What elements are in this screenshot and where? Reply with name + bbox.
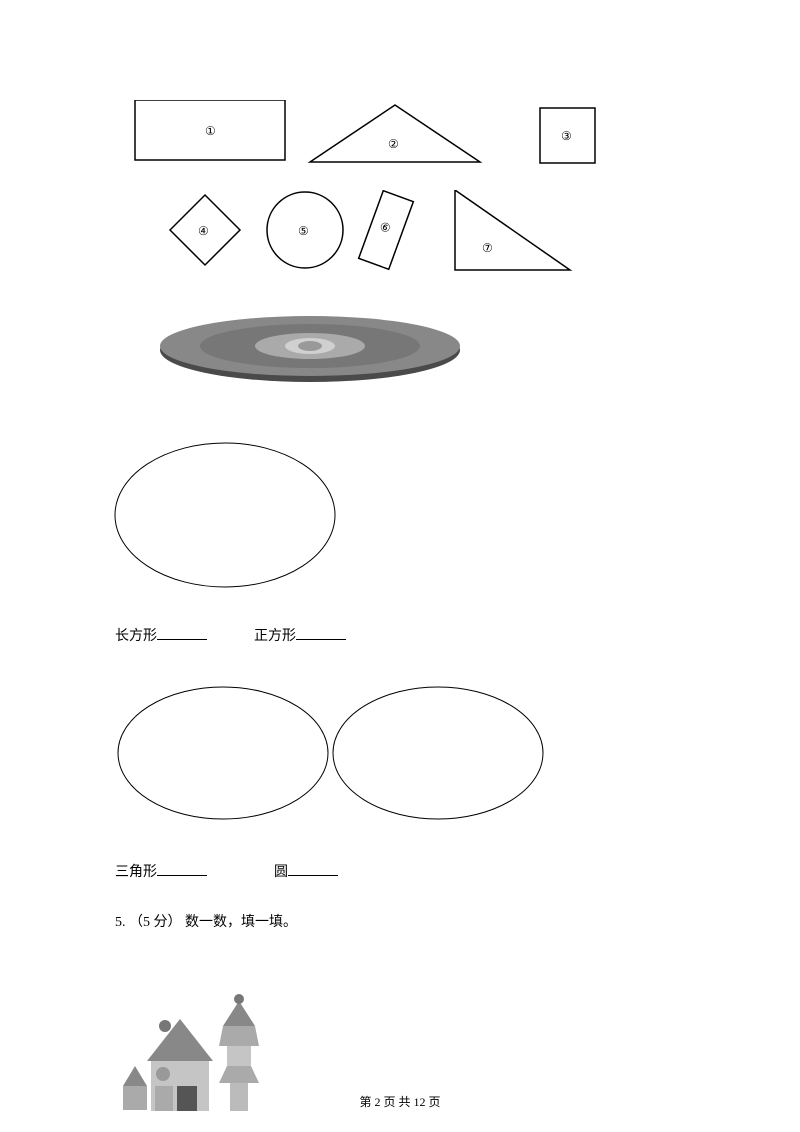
castle-left-tri [123, 1066, 147, 1086]
label-4: ④ [198, 224, 209, 238]
shapes-row-1: ① ② ③ [110, 100, 690, 180]
shape-triangle-7 [455, 190, 570, 270]
castle-main-roof [147, 1019, 213, 1061]
blank-rect[interactable] [157, 626, 207, 640]
ellipse-pair-2 [333, 687, 543, 819]
label-3: ③ [561, 129, 572, 143]
shapes-svg-row2: ④ ⑤ ⑥ ⑦ [110, 190, 610, 280]
footer-mid: 页 共 [380, 1095, 413, 1109]
castle-ball-1 [159, 1020, 171, 1032]
shapes-row-2: ④ ⑤ ⑥ ⑦ [110, 190, 690, 290]
tri-label: 三角形 [115, 865, 157, 880]
page-footer: 第 2 页 共 12 页 [0, 1093, 800, 1110]
q5-text: 数一数，填一填。 [185, 915, 297, 930]
label-2: ② [388, 137, 399, 151]
q5-points: （5 分） [129, 915, 182, 930]
square-label: 正方形 [254, 629, 296, 644]
q5-number: 5. [115, 915, 126, 930]
label-1: ① [205, 124, 216, 138]
castle-window-circle [156, 1067, 170, 1081]
ellipse-single-container [110, 440, 690, 595]
label-6: ⑥ [378, 219, 393, 236]
disc-svg [140, 310, 480, 390]
shape-triangle-2 [310, 105, 480, 162]
blank-circle[interactable] [288, 862, 338, 876]
castle-right-trap2 [219, 1066, 259, 1083]
disc-container [140, 310, 690, 410]
blank-tri[interactable] [157, 862, 207, 876]
castle-right-trap1 [219, 1026, 259, 1046]
castle-ball-2 [234, 994, 244, 1004]
castle-right-roof [223, 1001, 255, 1026]
castle-right-sq1 [227, 1046, 251, 1066]
circle-label: 圆 [274, 865, 288, 880]
rect-label: 长方形 [115, 629, 157, 644]
ellipse-single [115, 443, 335, 587]
label-7: ⑦ [482, 241, 493, 255]
ellipse-single-svg [110, 440, 340, 590]
disc-hole [298, 341, 322, 351]
ellipse-pair-2-svg [330, 685, 545, 821]
ellipse-pair-1 [118, 687, 328, 819]
shapes-svg-row1: ① ② ③ [110, 100, 610, 170]
footer-prefix: 第 [359, 1095, 374, 1109]
fill-line-2: 三角形 圆 [115, 861, 690, 881]
footer-total: 12 [414, 1095, 426, 1109]
question-5: 5. （5 分） 数一数，填一填。 [115, 911, 690, 931]
fill-line-1: 长方形 正方形 [115, 625, 690, 645]
shape-rect-6-group: ⑥ [359, 191, 414, 270]
footer-suffix: 页 [426, 1095, 441, 1109]
blank-square[interactable] [296, 626, 346, 640]
label-5: ⑤ [298, 224, 309, 238]
ellipse-pair-1-svg [115, 685, 330, 821]
ellipse-pair-container [115, 685, 690, 821]
